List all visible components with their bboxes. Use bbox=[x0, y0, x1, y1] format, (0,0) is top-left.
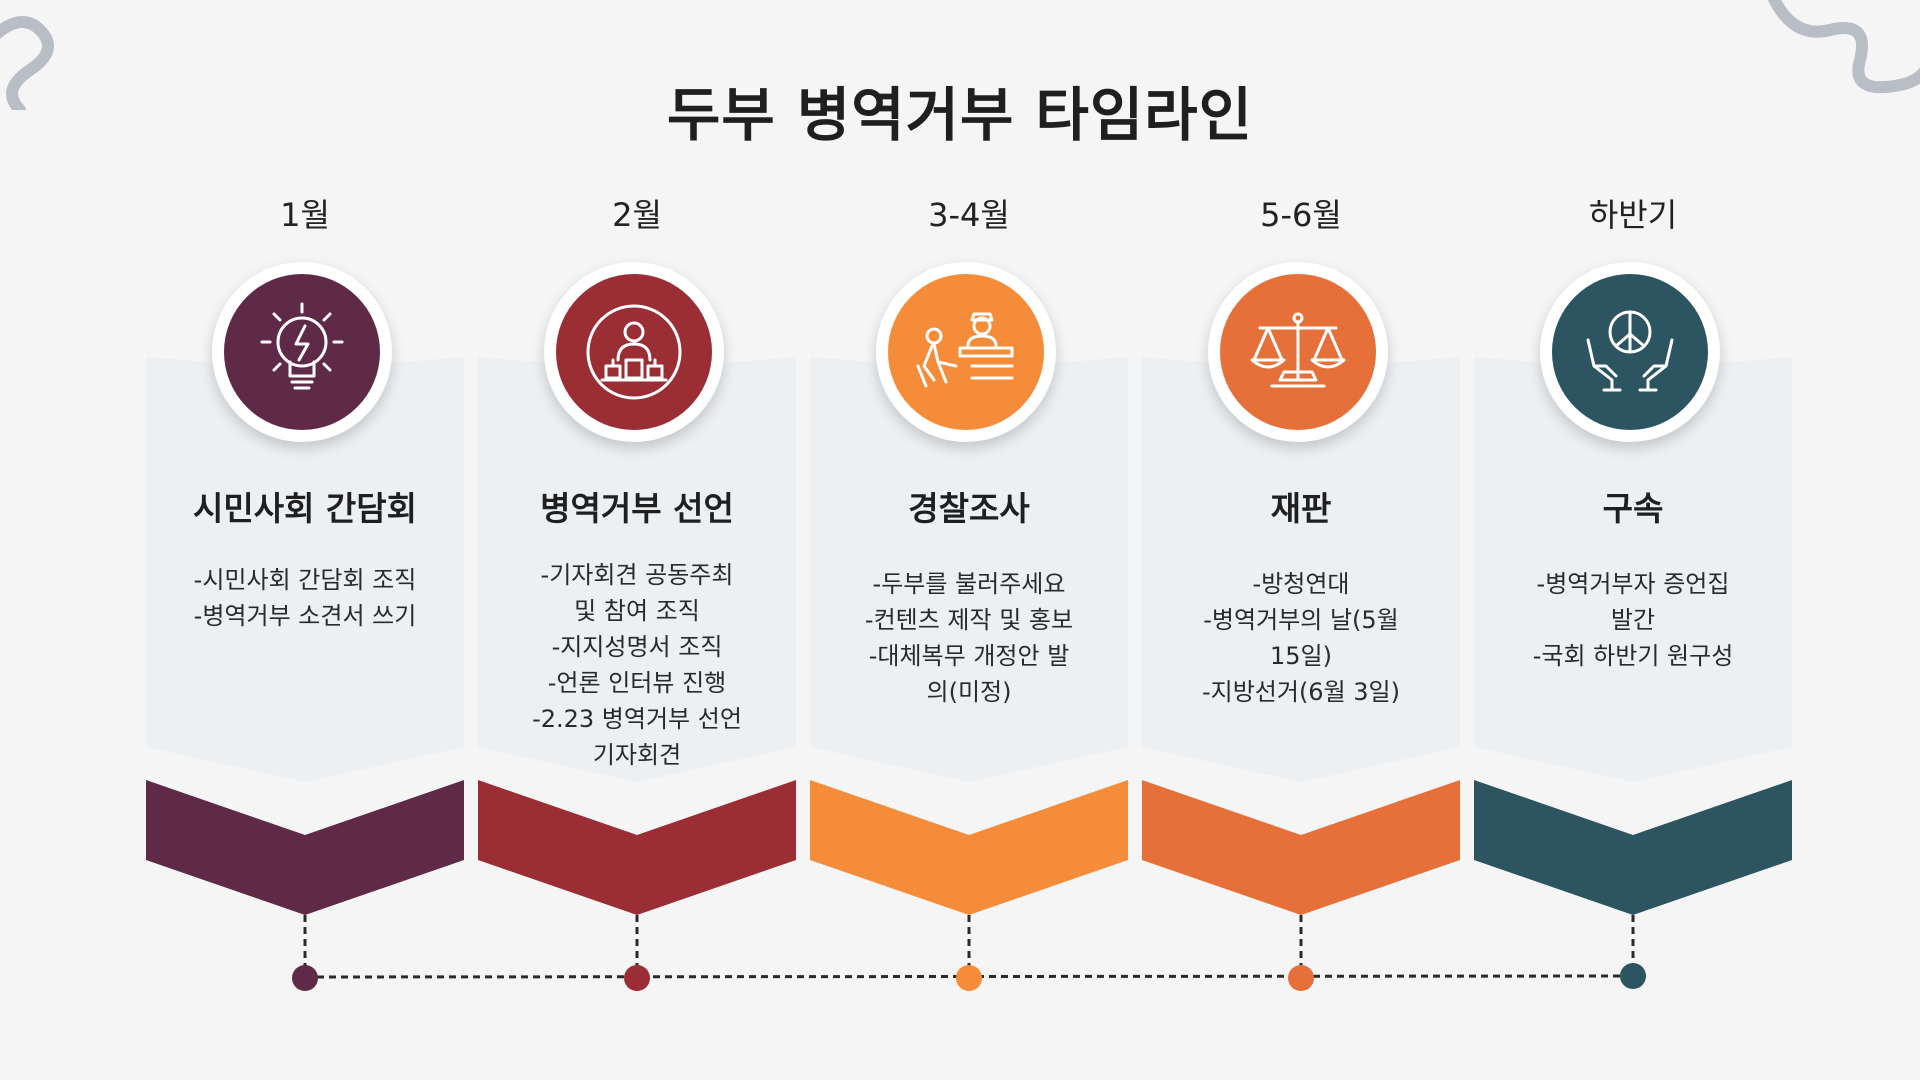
description-line: -지방선거(6월 3일) bbox=[1201, 678, 1401, 706]
step-icon-circle bbox=[876, 262, 1056, 442]
description-line: -두부를 불러주세요 bbox=[872, 570, 1066, 598]
step-period: 1월 bbox=[280, 196, 330, 234]
description-line: 및 참여 조직 bbox=[574, 597, 700, 625]
step-heading: 시민사회 간담회 bbox=[192, 489, 417, 528]
step-period: 2월 bbox=[612, 196, 662, 234]
timeline-step-4: 5-6월 재판 -방청연대 -병역거부의 날(5월 15일) -지방선거(6월 … bbox=[1142, 0, 1460, 1080]
step-heading: 구속 bbox=[1602, 489, 1664, 528]
step-chevron bbox=[478, 780, 796, 915]
timeline-step-1: 1월 시민사회 간담회 -시민사회 간담회 조직 -병역거부 소견서 쓰기 bbox=[146, 0, 464, 1080]
page-title: 두부 병역거부 타임라인 bbox=[667, 81, 1253, 149]
description-line: -병역거부의 날(5월 bbox=[1203, 606, 1399, 634]
timeline-dot bbox=[956, 965, 982, 991]
description-line: -언론 인터뷰 진행 bbox=[547, 669, 727, 697]
timeline-step-3: 3-4월 경찰조사 -두부를 불러주세요 -컨텐츠 제작 및 홍보 -대체복무 … bbox=[810, 0, 1128, 1080]
timeline-step-2: 2월 병역거부 선언 -기자회견 공동주최 및 참여 조직 -지지성명서 조직 … bbox=[478, 0, 796, 1080]
description-line: 기자회견 bbox=[592, 741, 682, 769]
description-line: 의(미정) bbox=[926, 678, 1012, 706]
description-line: -지지성명서 조직 bbox=[551, 633, 723, 661]
description-line: -컨텐츠 제작 및 홍보 bbox=[864, 606, 1074, 634]
step-card bbox=[810, 357, 1128, 782]
description-line: 발간 bbox=[1610, 606, 1656, 634]
step-chevron bbox=[1474, 780, 1792, 915]
timeline-dot bbox=[1620, 963, 1646, 989]
timeline-step-5: 하반기 구속 -병역거부자 증언집 발간 -국회 하반기 원구성 bbox=[1474, 0, 1792, 1080]
description-line: -시민사회 간담회 조직 bbox=[193, 566, 417, 594]
step-description: -시민사회 간담회 조직 -병역거부 소견서 쓰기 bbox=[170, 562, 440, 634]
step-heading: 병역거부 선언 bbox=[540, 489, 734, 528]
description-line: 15일) bbox=[1270, 642, 1332, 670]
step-description: -병역거부자 증언집 발간 -국회 하반기 원구성 bbox=[1498, 566, 1768, 674]
step-chevron bbox=[1142, 780, 1460, 915]
timeline-dot bbox=[1288, 965, 1314, 991]
step-description: -두부를 불러주세요 -컨텐츠 제작 및 홍보 -대체복무 개정안 발 의(미정… bbox=[834, 566, 1104, 710]
step-icon-circle bbox=[1208, 262, 1388, 442]
step-chevron bbox=[810, 780, 1128, 915]
step-card bbox=[478, 357, 796, 782]
description-line: -병역거부자 증언집 bbox=[1536, 570, 1730, 598]
step-period: 하반기 bbox=[1588, 196, 1678, 234]
step-period: 5-6월 bbox=[1260, 196, 1342, 234]
lightbulb-icon bbox=[260, 302, 344, 390]
step-period: 3-4월 bbox=[928, 196, 1010, 234]
step-description: -기자회견 공동주최 및 참여 조직 -지지성명서 조직 -언론 인터뷰 진행 … bbox=[502, 557, 772, 773]
description-line: -방청연대 bbox=[1252, 570, 1350, 598]
step-chevron bbox=[146, 780, 464, 915]
step-heading: 재판 bbox=[1270, 489, 1332, 528]
timeline-dot bbox=[624, 965, 650, 991]
peace-hands-icon bbox=[1586, 310, 1674, 392]
timeline-dot bbox=[292, 965, 318, 991]
description-line: -국회 하반기 원구성 bbox=[1532, 642, 1734, 670]
step-icon-circle bbox=[544, 262, 724, 442]
description-line: -2.23 병역거부 선언 bbox=[532, 705, 742, 733]
press-conference-icon bbox=[586, 304, 682, 400]
step-icon-circle bbox=[212, 262, 392, 442]
interrogation-icon bbox=[916, 312, 1014, 388]
step-heading: 경찰조사 bbox=[908, 489, 1030, 528]
step-card bbox=[1474, 357, 1792, 782]
step-card bbox=[146, 357, 464, 782]
step-card bbox=[1142, 357, 1460, 782]
description-line: -병역거부 소견서 쓰기 bbox=[193, 602, 417, 630]
step-description: -방청연대 -병역거부의 날(5월 15일) -지방선거(6월 3일) bbox=[1166, 566, 1436, 710]
step-icon-circle bbox=[1540, 262, 1720, 442]
description-line: -기자회견 공동주최 bbox=[540, 561, 734, 589]
scales-icon bbox=[1250, 312, 1346, 388]
description-line: -대체복무 개정안 발 bbox=[868, 642, 1070, 670]
